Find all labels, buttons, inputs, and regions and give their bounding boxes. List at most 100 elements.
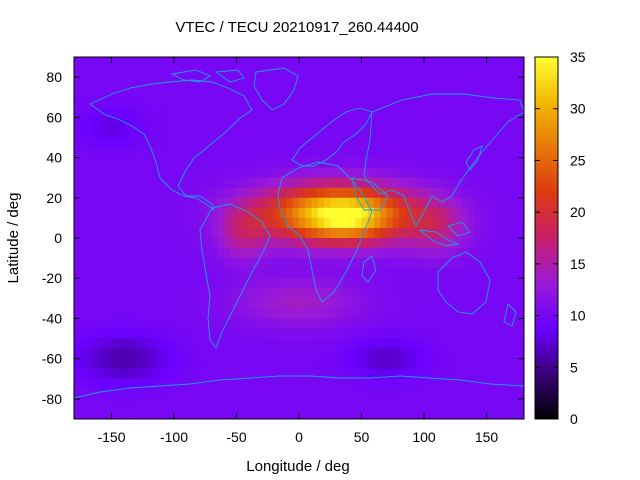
heat-cell	[424, 157, 431, 169]
heat-cell	[292, 308, 300, 320]
heat-cell	[161, 227, 169, 239]
heat-cell	[492, 408, 500, 419]
heat-cell	[455, 338, 463, 350]
heat-cell	[80, 318, 88, 330]
heat-cell	[124, 137, 131, 149]
heat-cell	[117, 147, 125, 159]
heat-cell	[461, 388, 469, 400]
heat-cell	[455, 348, 463, 360]
heat-cell	[161, 308, 169, 320]
heat-cell	[161, 238, 169, 249]
heat-cell	[455, 167, 463, 179]
heat-cell	[511, 258, 519, 269]
heat-cell	[486, 157, 494, 169]
heat-cell	[511, 67, 519, 78]
heat-cell	[249, 258, 256, 269]
heat-cell	[180, 207, 188, 219]
heat-cell	[211, 127, 219, 139]
heat-cell	[261, 67, 269, 78]
heat-cell	[255, 157, 263, 169]
heat-cell	[236, 308, 244, 320]
heat-cell	[130, 127, 138, 139]
heat-cell	[417, 268, 425, 279]
heat-cell	[342, 227, 350, 239]
heat-cell	[311, 227, 319, 239]
heat-cell	[249, 278, 256, 289]
heat-cell	[255, 77, 263, 88]
heat-cell	[186, 398, 194, 410]
heat-cell	[430, 308, 438, 320]
heat-cell	[211, 378, 219, 390]
heat-cell	[86, 197, 94, 209]
heat-cell	[374, 308, 381, 320]
heat-cell	[330, 298, 338, 309]
heat-cell	[299, 107, 306, 118]
heat-cell	[230, 117, 238, 128]
heat-cell	[292, 268, 300, 279]
heat-cell	[124, 97, 131, 108]
heat-cell	[367, 187, 375, 199]
heat-cell	[136, 348, 144, 360]
heat-cell	[280, 177, 288, 189]
heat-cell	[149, 348, 156, 360]
heat-cell	[430, 227, 438, 239]
heat-cell	[305, 328, 313, 340]
heat-cell	[124, 258, 131, 269]
heat-cell	[336, 197, 344, 209]
heat-cell	[111, 197, 119, 209]
heat-cell	[117, 197, 125, 209]
heat-cell	[92, 408, 100, 419]
heat-cell	[392, 197, 400, 209]
heat-cell	[317, 328, 325, 340]
heat-cell	[292, 288, 300, 299]
heat-cell	[424, 308, 431, 320]
heat-cell	[155, 348, 163, 360]
heat-cell	[111, 87, 119, 98]
x-tick-label: -50	[226, 429, 246, 445]
heat-cell	[211, 308, 219, 320]
heat-cell	[117, 278, 125, 289]
heat-cell	[174, 388, 181, 400]
heat-cell	[242, 408, 250, 419]
heat-cell	[286, 187, 294, 199]
heat-cell	[99, 97, 106, 108]
heat-cell	[474, 157, 481, 169]
heat-cell	[211, 67, 219, 78]
heat-cell	[474, 147, 481, 159]
heat-cell	[411, 137, 419, 149]
heat-cell	[311, 378, 319, 390]
heat-cell	[86, 288, 94, 299]
heat-cell	[330, 398, 338, 410]
heat-cell	[405, 227, 413, 239]
heat-cell	[261, 268, 269, 279]
heat-cell	[167, 147, 175, 159]
heat-cell	[230, 348, 238, 360]
heat-cell	[111, 368, 119, 380]
heat-cell	[461, 278, 469, 289]
heat-cell	[80, 328, 88, 340]
heat-cell	[242, 368, 250, 380]
heat-cell	[74, 408, 81, 419]
heat-cell	[242, 197, 250, 209]
heat-cell	[224, 67, 231, 78]
heat-cell	[230, 147, 238, 159]
heat-cell	[92, 328, 100, 340]
heat-cell	[361, 177, 369, 189]
heat-cell	[436, 207, 444, 219]
heat-cell	[236, 398, 244, 410]
heat-cell	[80, 258, 88, 269]
heat-cell	[117, 87, 125, 98]
heat-cell	[442, 328, 450, 340]
heat-cell	[380, 137, 388, 149]
heat-cell	[474, 298, 481, 309]
heat-cell	[399, 107, 406, 118]
heat-cell	[430, 77, 438, 88]
heat-cell	[149, 398, 156, 410]
heat-cell	[117, 167, 125, 179]
heat-cell	[411, 328, 419, 340]
tec-heatmap	[74, 57, 524, 419]
heat-cell	[117, 127, 125, 139]
heat-cell	[74, 268, 81, 279]
heat-cell	[374, 97, 381, 108]
heat-cell	[130, 388, 138, 400]
